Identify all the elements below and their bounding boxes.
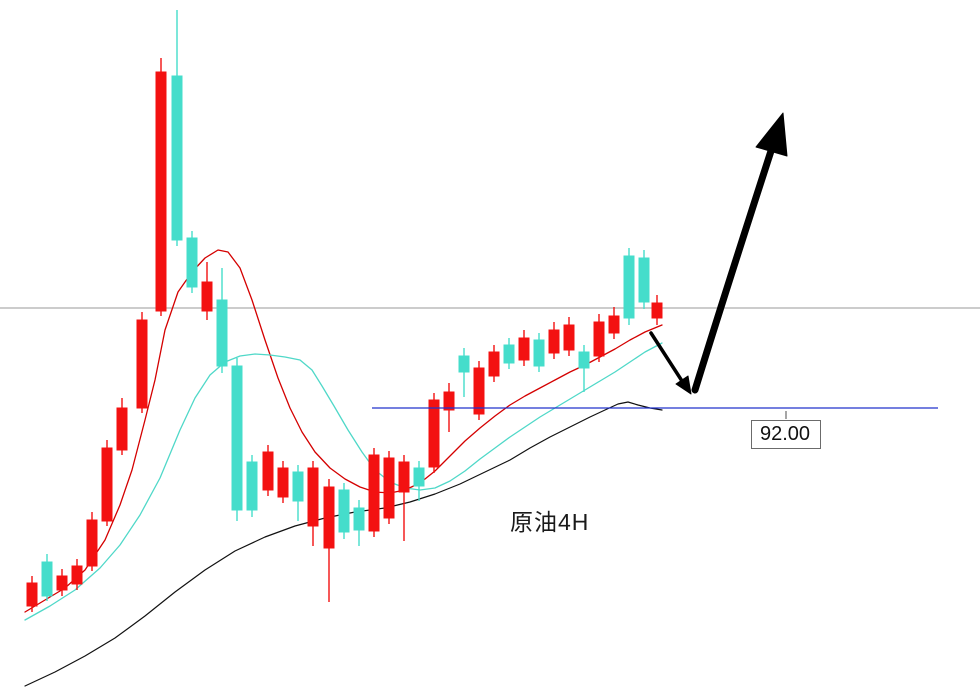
ma-slow-black [24,401,663,687]
small-pullback-arrow-shaft [649,331,684,383]
big-rally-arrow-shaft [691,147,775,394]
candle-body [638,257,650,303]
candle-body [155,71,167,312]
price-label: 92.00 [751,420,822,449]
candle-body [56,575,68,591]
big-rally-arrow-head [755,112,788,157]
candle-body [443,391,455,411]
candle-body [473,367,485,415]
candle-body [41,561,53,597]
candle-body [518,337,530,361]
candle-body [353,507,365,531]
candle-body [246,461,258,511]
candle-body [186,237,198,288]
candle-body [578,351,590,369]
candle-body [563,324,575,351]
candle-body [428,399,440,468]
candle-body [608,315,620,334]
candle-body [488,351,500,377]
candle-body [593,321,605,357]
candle-body [277,467,289,498]
candle-body [338,489,350,533]
candle-body [623,255,635,319]
candle-body [323,486,335,549]
candle-body [171,75,183,241]
ma-mid-cyan [24,342,663,621]
candle-body [458,355,470,373]
candle-body [307,467,319,527]
ma-fast-red [24,249,663,613]
candle-body [86,519,98,567]
candle-body [216,299,228,367]
candle-body [231,365,243,511]
candle-body [383,457,395,519]
candle-body [201,281,213,312]
candle-body [548,329,560,354]
small-pullback-arrow-head [675,375,692,395]
candle-body [136,319,148,409]
candle-body [71,565,83,585]
candle-body [116,407,128,451]
candle-body [398,461,410,493]
candle-body [262,451,274,491]
candle-body [413,467,425,487]
candle-body [503,344,515,364]
candle-body [292,471,304,502]
chart-title: 原油4H [510,509,590,535]
candle-body [26,582,38,607]
candle-body [533,339,545,367]
candle-body [651,302,663,319]
candle-body [368,454,380,532]
candle-body [101,447,113,522]
